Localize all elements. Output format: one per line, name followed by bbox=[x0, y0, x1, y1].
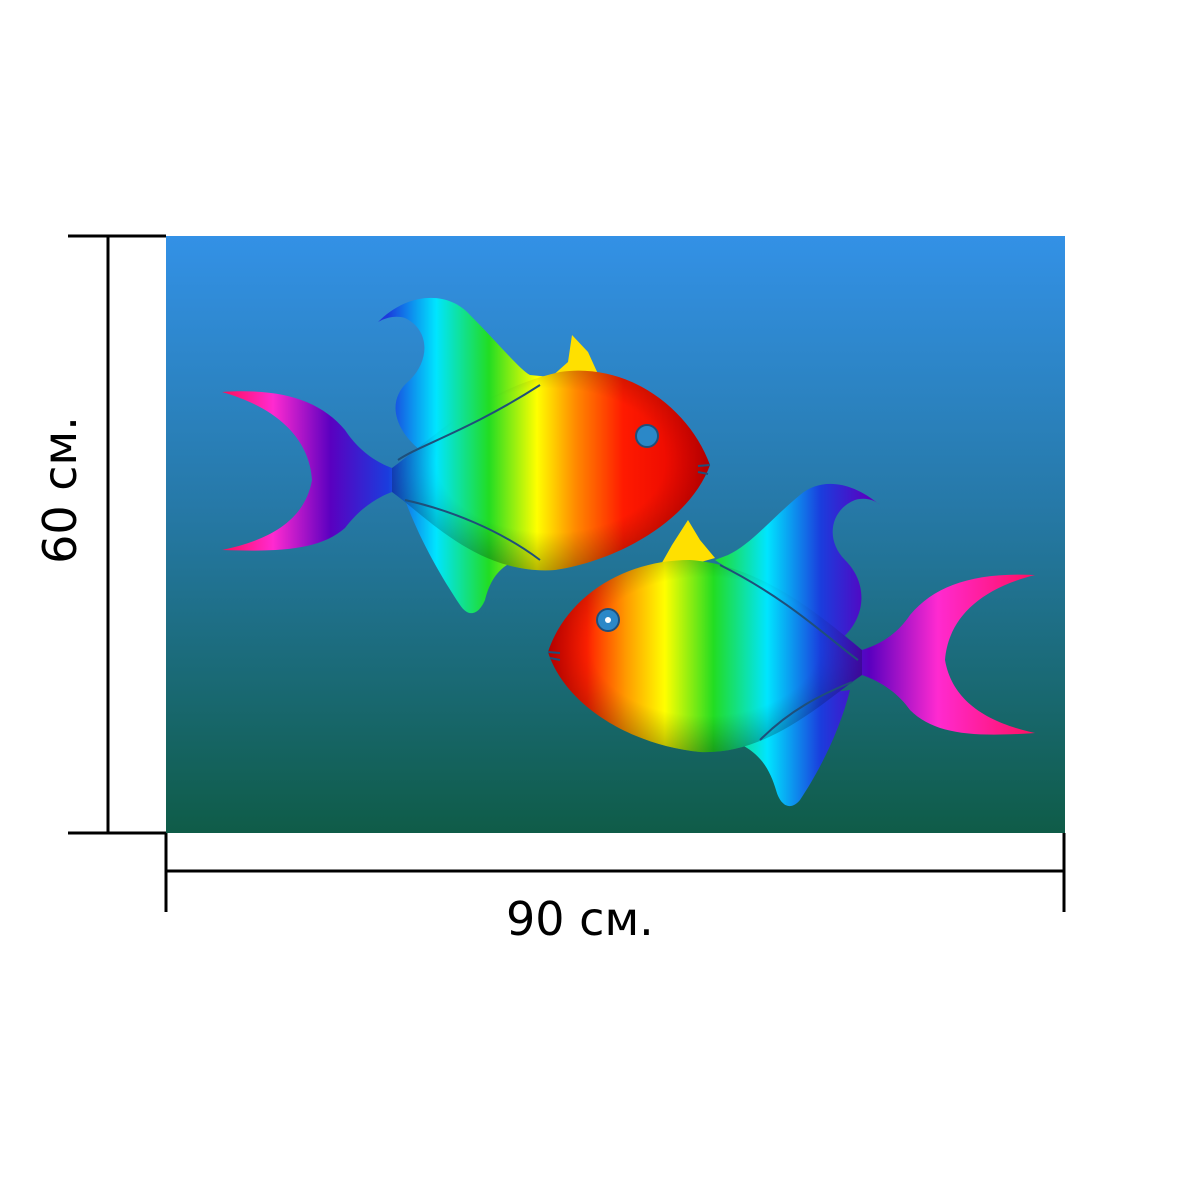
height-dimension-line bbox=[68, 234, 166, 835]
fish-left-eye bbox=[635, 424, 659, 448]
fish-right-dorsal-fin bbox=[715, 483, 880, 640]
fish-right bbox=[547, 483, 1035, 807]
fish-left bbox=[222, 297, 711, 614]
width-dimension-label: 90 см. bbox=[506, 892, 654, 946]
width-dimension-line bbox=[164, 833, 1066, 912]
fish-right-tail bbox=[862, 574, 1035, 735]
fish-left-dorsal-fin bbox=[378, 297, 560, 450]
height-dimension-label: 60 см. bbox=[33, 416, 87, 564]
fish-left-tail bbox=[222, 391, 392, 551]
